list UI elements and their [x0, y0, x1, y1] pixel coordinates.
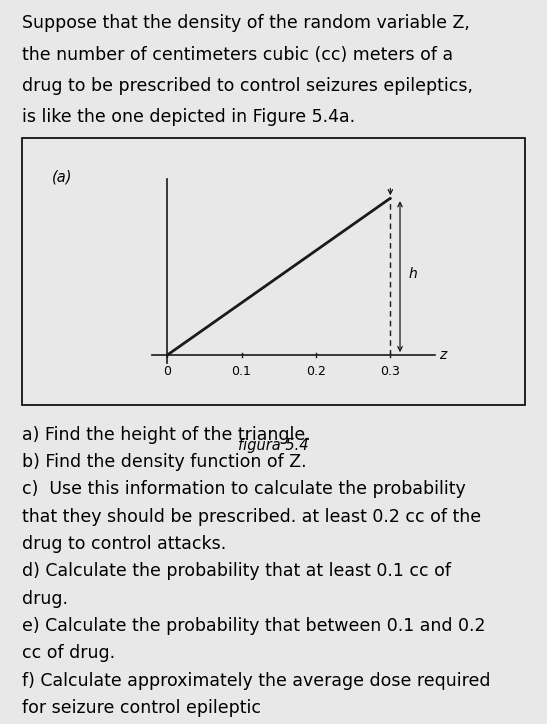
Text: a) Find the height of the triangle.: a) Find the height of the triangle.: [22, 426, 311, 444]
Text: that they should be prescribed. at least 0.2 cc of the: that they should be prescribed. at least…: [22, 508, 481, 526]
Text: drug.: drug.: [22, 590, 68, 607]
Text: b) Find the density function of Z.: b) Find the density function of Z.: [22, 453, 306, 471]
Text: drug to control attacks.: drug to control attacks.: [22, 535, 226, 553]
Text: (a): (a): [52, 169, 73, 185]
Text: Suppose that the density of the random variable Z,: Suppose that the density of the random v…: [22, 14, 470, 33]
Text: for seizure control epileptic: for seizure control epileptic: [22, 699, 261, 717]
Text: d) Calculate the probability that at least 0.1 cc of: d) Calculate the probability that at lea…: [22, 563, 451, 581]
Text: the number of centimeters cubic (cc) meters of a: the number of centimeters cubic (cc) met…: [22, 46, 453, 64]
Text: c)  Use this information to calculate the probability: c) Use this information to calculate the…: [22, 481, 465, 499]
Text: cc of drug.: cc of drug.: [22, 644, 115, 662]
Text: figura 5.4: figura 5.4: [238, 437, 309, 452]
Text: is like the one depicted in Figure 5.4a.: is like the one depicted in Figure 5.4a.: [22, 109, 355, 126]
Text: e) Calculate the probability that between 0.1 and 0.2: e) Calculate the probability that betwee…: [22, 617, 485, 635]
Text: f) Calculate approximately the average dose required: f) Calculate approximately the average d…: [22, 672, 490, 690]
Text: drug to be prescribed to control seizures epileptics,: drug to be prescribed to control seizure…: [22, 77, 473, 95]
